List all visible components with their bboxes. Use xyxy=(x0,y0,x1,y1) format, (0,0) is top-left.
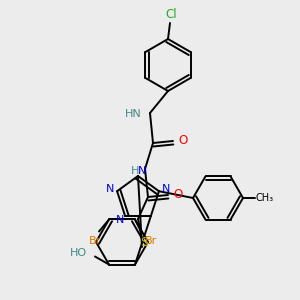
Text: N: N xyxy=(162,184,170,194)
Text: N: N xyxy=(116,215,124,225)
Text: HO: HO xyxy=(70,248,87,257)
Text: S: S xyxy=(140,236,148,250)
Text: H: H xyxy=(131,166,139,176)
Text: O: O xyxy=(178,134,188,148)
Text: Cl: Cl xyxy=(165,8,177,22)
Text: O: O xyxy=(173,188,183,202)
Text: CH₃: CH₃ xyxy=(256,193,274,203)
Text: N: N xyxy=(106,184,114,194)
Text: Br: Br xyxy=(89,236,101,247)
Text: Br: Br xyxy=(145,236,157,247)
Text: N: N xyxy=(138,166,146,176)
Text: HN: HN xyxy=(125,109,142,119)
